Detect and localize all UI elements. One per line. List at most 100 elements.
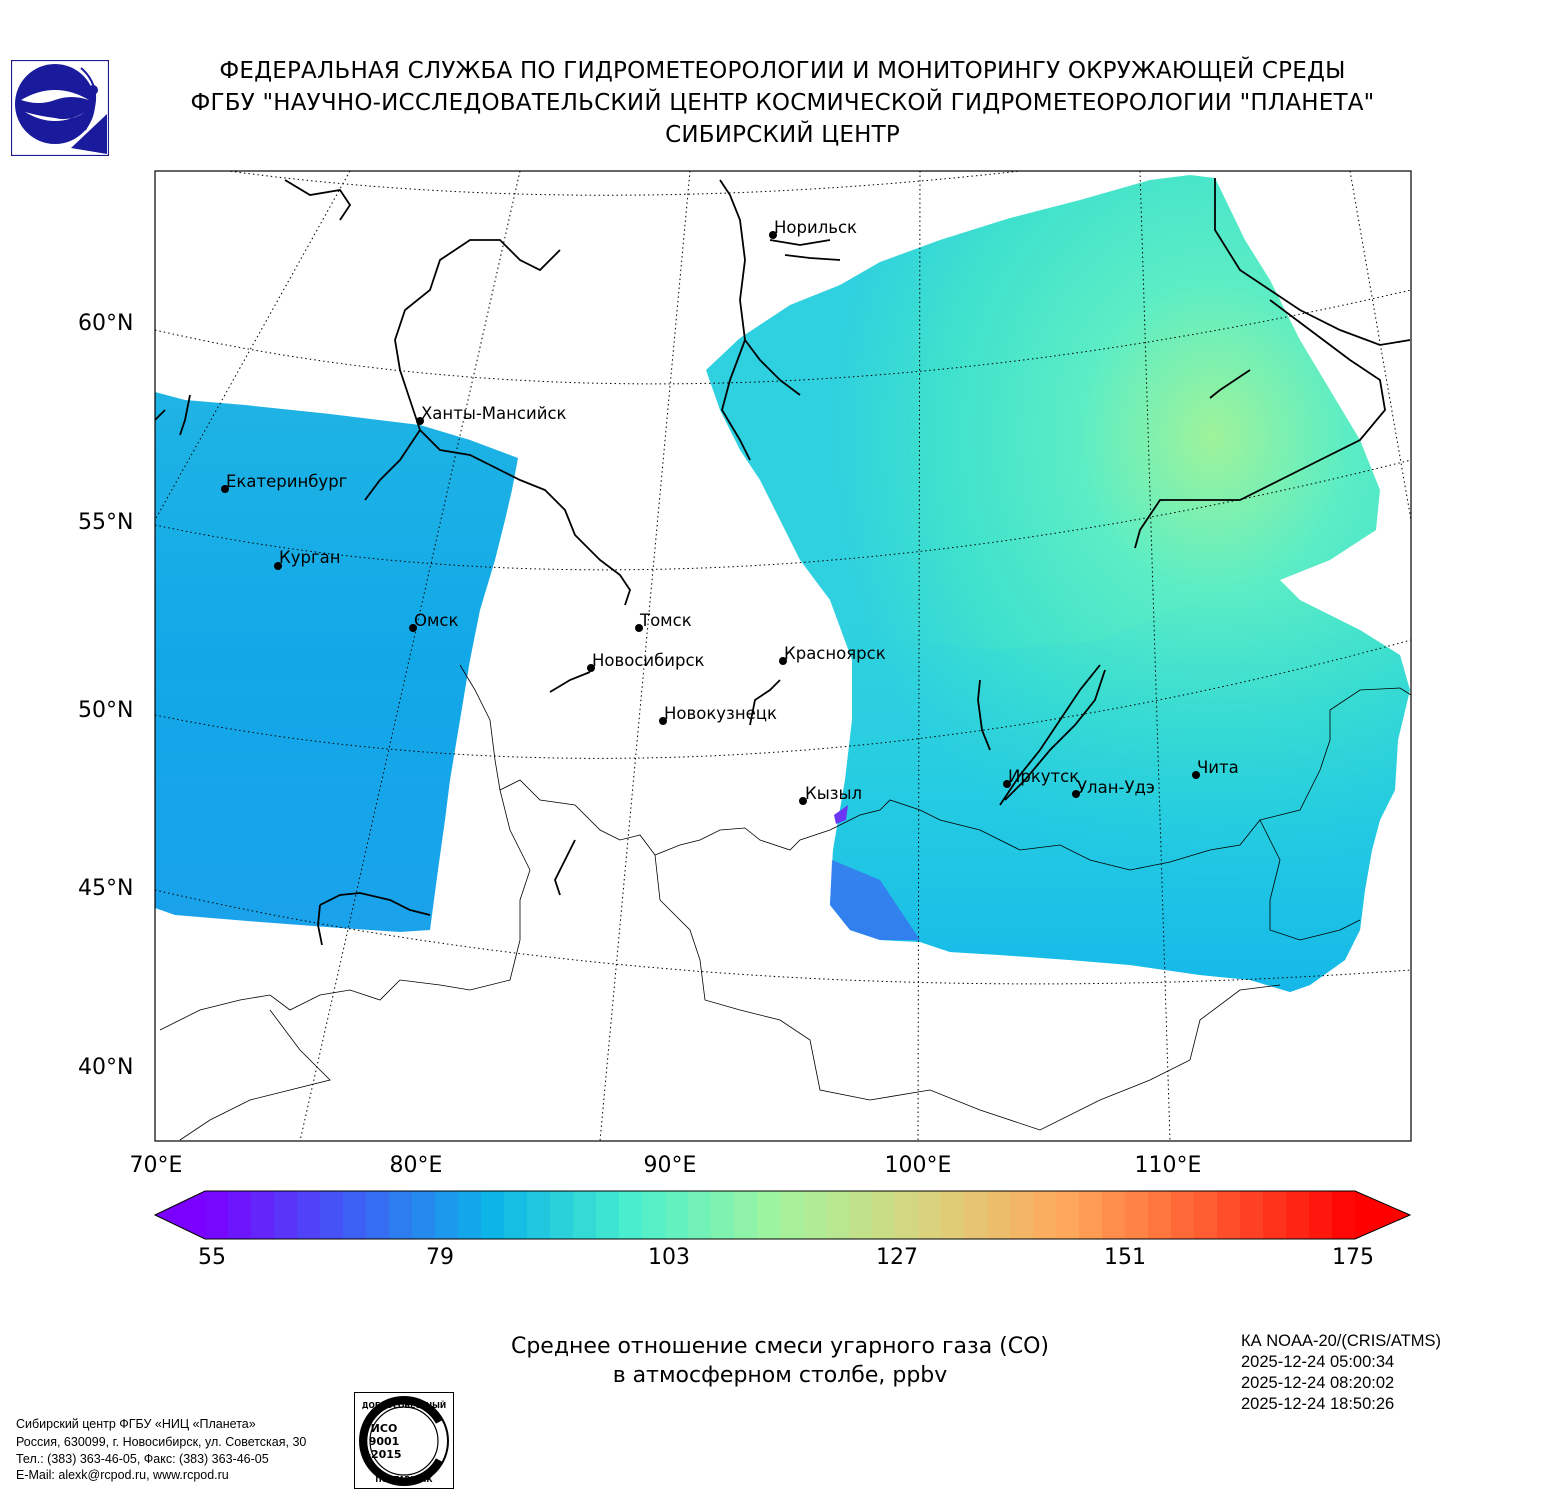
svg-text:ПОСТАВЩИК: ПОСТАВЩИК <box>375 1475 433 1484</box>
svg-text:ИСО: ИСО <box>371 1422 398 1435</box>
header-line-1: ФЕДЕРАЛЬНАЯ СЛУЖБА ПО ГИДРОМЕТЕОРОЛОГИИ … <box>219 58 1346 84</box>
colorbar-tick: 79 <box>426 1245 454 1270</box>
colorbar-segment <box>1194 1191 1218 1239</box>
colorbar-tick: 151 <box>1104 1245 1146 1270</box>
colorbar-segment <box>274 1191 298 1239</box>
lat-label-60: 60°N <box>78 311 134 336</box>
colorbar-segment <box>1033 1191 1057 1239</box>
colorbar-segment <box>343 1191 367 1239</box>
colorbar-segment <box>435 1191 459 1239</box>
colorbar-segment <box>412 1191 436 1239</box>
city-label-kyzyl: Кызыл <box>805 784 863 803</box>
colorbar-segment <box>297 1191 321 1239</box>
swath-west <box>155 392 518 932</box>
city-label-ulan-ude: Улан-Удэ <box>1077 778 1155 797</box>
lon-label-70: 70°E <box>129 1153 183 1178</box>
satellite-time: 2025-12-24 18:50:26 <box>1241 1395 1395 1413</box>
colorbar-segment <box>596 1191 620 1239</box>
footer-line-1: Сибирский центр ФГБУ «НИЦ «Планета» <box>16 1417 256 1431</box>
colorbar-segment <box>987 1191 1011 1239</box>
lat-label-45: 45°N <box>78 876 134 901</box>
header-line-2: ФГБУ "НАУЧНО-ИССЛЕДОВАТЕЛЬСКИЙ ЦЕНТР КОС… <box>190 90 1375 116</box>
colorbar-tick: 55 <box>198 1245 226 1270</box>
city-marker <box>416 417 424 425</box>
colorbar-segment <box>205 1191 229 1239</box>
colorbar-segment <box>964 1191 988 1239</box>
colorbar-segment <box>458 1191 482 1239</box>
colorbar-segment <box>688 1191 712 1239</box>
lat-label-40: 40°N <box>78 1055 134 1080</box>
caption-line-1: Среднее отношение смеси угарного газа (C… <box>510 1334 1050 1359</box>
lat-label-50: 50°N <box>78 698 134 723</box>
colorbar-segment <box>642 1191 666 1239</box>
colorbar-segment <box>1286 1191 1310 1239</box>
colorbar-segment <box>527 1191 551 1239</box>
colorbar-max-extension <box>1355 1191 1410 1239</box>
satellite-time: 2025-12-24 08:20:02 <box>1241 1374 1395 1392</box>
colorbar-segment <box>1171 1191 1195 1239</box>
satellite-time: 2025-12-24 05:00:34 <box>1241 1353 1395 1371</box>
colorbar-segment <box>757 1191 781 1239</box>
colorbar-segment <box>803 1191 827 1239</box>
planeta-logo <box>11 60 109 156</box>
city-marker <box>1192 771 1200 779</box>
colorbar-segment <box>1332 1191 1356 1239</box>
city-marker <box>769 231 777 239</box>
city-marker <box>635 624 643 632</box>
colorbar-segment <box>1056 1191 1080 1239</box>
colorbar-segment <box>1125 1191 1149 1239</box>
graticule <box>155 171 1411 1141</box>
colorbar-segment <box>1148 1191 1172 1239</box>
svg-text:ДОБРОСОВЕСТНЫЙ: ДОБРОСОВЕСТНЫЙ <box>362 1401 446 1410</box>
colorbar-segment <box>1079 1191 1103 1239</box>
city-label-irkutsk: Иркутск <box>1008 767 1080 786</box>
city-marker <box>221 485 229 493</box>
colorbar-segment <box>895 1191 919 1239</box>
city-label-novosibirsk: Новосибирск <box>592 651 705 670</box>
city-label-kurgan: Курган <box>279 548 341 567</box>
city-label-yekaterinburg: Екатеринбург <box>226 472 348 491</box>
city-marker <box>779 657 787 665</box>
svg-text:9001: 9001 <box>369 1435 400 1448</box>
colorbar-segment <box>1217 1191 1241 1239</box>
city-label-tomsk: Томск <box>640 611 692 630</box>
colorbar-tick: 127 <box>876 1245 918 1270</box>
city-label-novokuznetsk: Новокузнецк <box>664 704 777 723</box>
footer-line-3: Тел.: (383) 363-46-05, Факс: (383) 363-4… <box>16 1452 269 1466</box>
city-label-omsk: Омск <box>414 611 459 630</box>
footer-line-2: Россия, 630099, г. Новосибирск, ул. Сове… <box>16 1435 307 1449</box>
lon-label-110: 110°E <box>1134 1153 1202 1178</box>
city-label-krasnoyarsk: Красноярск <box>784 644 886 663</box>
city-label-norilsk: Норильск <box>774 218 858 237</box>
colorbar-segment <box>665 1191 689 1239</box>
city-marker <box>1072 790 1080 798</box>
city-label-chita: Чита <box>1197 758 1239 777</box>
svg-text:-2015: -2015 <box>366 1448 401 1461</box>
lat-label-55: 55°N <box>78 510 134 535</box>
colorbar-segment <box>228 1191 252 1239</box>
city-marker <box>274 562 282 570</box>
lon-label-100: 100°E <box>884 1153 952 1178</box>
colorbar-tick: 103 <box>648 1245 690 1270</box>
colorbar-segment <box>573 1191 597 1239</box>
colorbar-segment <box>320 1191 344 1239</box>
colorbar-segment <box>504 1191 528 1239</box>
footer-line-4: E-Mail: alexk@rcpod.ru, www.rcpod.ru <box>16 1468 229 1482</box>
colorbar-segment <box>734 1191 758 1239</box>
lon-label-80: 80°E <box>389 1153 443 1178</box>
colorbar-segment <box>872 1191 896 1239</box>
rivers <box>155 178 1411 946</box>
colorbar-min-extension <box>155 1191 205 1239</box>
colorbar-tick: 175 <box>1332 1245 1374 1270</box>
colorbar-segment <box>1102 1191 1126 1239</box>
caption-line-2: в атмосферном столбе, ppbv <box>612 1363 948 1388</box>
colorbar-segment <box>481 1191 505 1239</box>
colorbar-segment <box>780 1191 804 1239</box>
colorbar-segment <box>711 1191 735 1239</box>
colorbar-segment <box>550 1191 574 1239</box>
city-label-khanty-mansiysk: Ханты-Мансийск <box>421 404 567 423</box>
colorbar-segment <box>849 1191 873 1239</box>
city-marker <box>1003 780 1011 788</box>
borders <box>159 664 1411 1141</box>
